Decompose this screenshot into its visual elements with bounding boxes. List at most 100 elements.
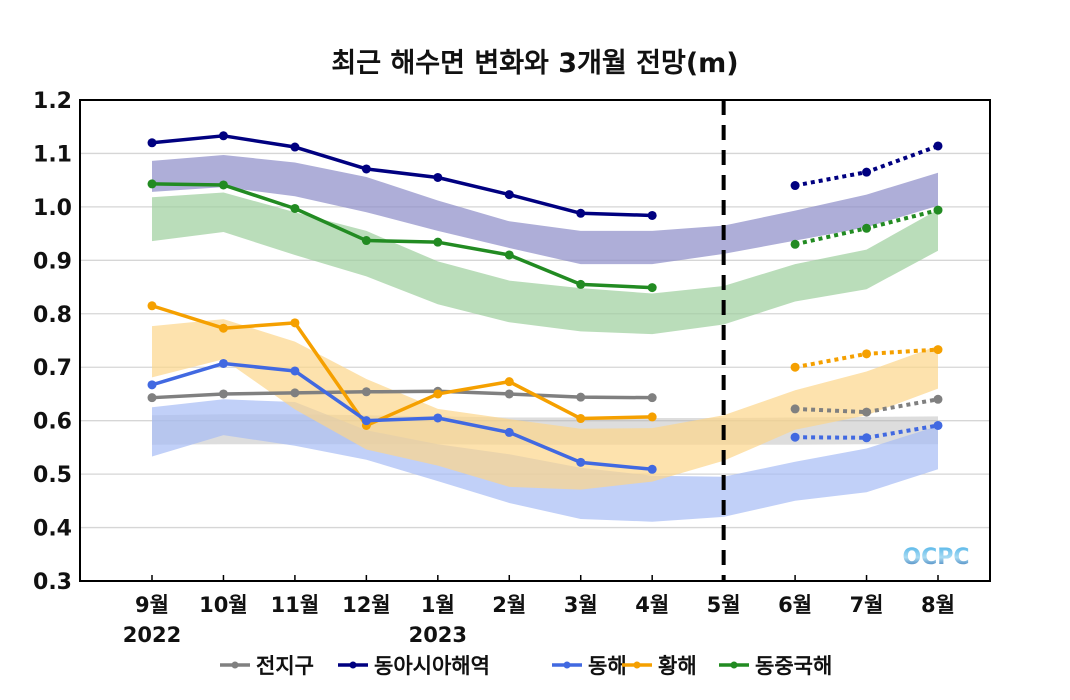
data-point bbox=[790, 181, 800, 191]
line-observed-3 bbox=[151, 304, 653, 428]
data-point bbox=[504, 250, 514, 260]
data-point bbox=[147, 393, 157, 403]
y-tick-label: 0.6 bbox=[33, 410, 72, 435]
x-year-label: 2023 bbox=[409, 623, 467, 647]
axes bbox=[79, 99, 991, 582]
band-3 bbox=[152, 319, 938, 490]
series-lines bbox=[147, 131, 943, 474]
x-tick-label: 10월 bbox=[199, 593, 248, 617]
data-point bbox=[790, 404, 800, 414]
data-point bbox=[647, 464, 657, 474]
data-point bbox=[433, 413, 443, 423]
chart-title: 최근 해수면 변화와 3개월 전망(m) bbox=[331, 48, 738, 79]
data-point bbox=[933, 420, 943, 430]
legend-label: 동해 bbox=[588, 654, 627, 678]
data-point bbox=[218, 131, 228, 141]
y-tick-label: 1.2 bbox=[33, 89, 72, 114]
ocpc-watermark: OCPC bbox=[902, 545, 969, 570]
y-tick-label: 0.9 bbox=[33, 249, 72, 274]
data-point bbox=[647, 412, 657, 422]
data-point bbox=[933, 345, 943, 355]
data-point bbox=[290, 203, 300, 213]
data-point bbox=[433, 172, 443, 182]
legend-label: 동중국해 bbox=[755, 654, 832, 678]
line-observed-0 bbox=[151, 389, 653, 400]
data-point bbox=[576, 208, 586, 218]
uncertainty-bands bbox=[152, 155, 938, 522]
legend-label: 전지구 bbox=[256, 654, 314, 678]
data-point bbox=[647, 393, 657, 403]
data-point bbox=[147, 380, 157, 390]
band-1 bbox=[152, 155, 938, 265]
x-tick-label: 12월 bbox=[342, 593, 391, 617]
line-observed-1 bbox=[151, 134, 653, 218]
data-point bbox=[218, 323, 228, 333]
data-point bbox=[576, 414, 586, 424]
data-point bbox=[361, 387, 371, 397]
x-tick-label: 9월 bbox=[135, 593, 169, 617]
data-point bbox=[361, 236, 371, 246]
data-point bbox=[361, 164, 371, 174]
data-point bbox=[218, 180, 228, 190]
legend-swatch-marker bbox=[231, 661, 239, 669]
x-tick-label: 5월 bbox=[707, 593, 741, 617]
band-4 bbox=[152, 192, 938, 335]
legend-label: 동아시아해역 bbox=[374, 654, 490, 678]
x-tick-label: 1월 bbox=[421, 593, 455, 617]
x-year-label: 2022 bbox=[123, 623, 181, 647]
data-point bbox=[504, 190, 514, 200]
data-point bbox=[576, 457, 586, 467]
data-point bbox=[504, 389, 514, 399]
legend-swatch-marker bbox=[563, 661, 571, 669]
data-point bbox=[147, 138, 157, 148]
plot-frame bbox=[79, 99, 991, 582]
y-tick-label: 1.1 bbox=[33, 142, 72, 167]
legend-label: 황해 bbox=[658, 654, 697, 678]
data-point bbox=[290, 142, 300, 152]
y-tick-label: 1.0 bbox=[33, 196, 72, 221]
ocpc-logo: OCPC bbox=[902, 545, 969, 570]
data-point bbox=[647, 210, 657, 220]
x-axis-ticks: 9월 10월 11월 12월 1월 2월 3월 4월 5월 6월 7월 8월 2022 2023 bbox=[123, 593, 955, 647]
data-point bbox=[790, 362, 800, 372]
legend-swatch-marker bbox=[730, 661, 738, 669]
x-tick-label: 6월 bbox=[778, 593, 812, 617]
data-point bbox=[862, 433, 872, 443]
x-tick-label: 3월 bbox=[564, 593, 598, 617]
y-tick-label: 0.4 bbox=[33, 517, 72, 542]
data-point bbox=[290, 318, 300, 328]
x-tick-label: 7월 bbox=[850, 593, 884, 617]
data-point bbox=[790, 239, 800, 249]
y-tick-label: 0.7 bbox=[33, 356, 72, 381]
y-tick-label: 0.3 bbox=[33, 570, 72, 595]
x-tick-label: 11월 bbox=[271, 593, 320, 617]
data-point bbox=[147, 179, 157, 189]
y-axis-ticks: 0.3 0.4 0.5 0.6 0.7 0.8 0.9 1.0 1.1 1.2 bbox=[33, 89, 72, 595]
data-point bbox=[790, 432, 800, 442]
data-point bbox=[862, 349, 872, 359]
line-observed-2 bbox=[151, 361, 653, 472]
data-point bbox=[576, 279, 586, 289]
data-point bbox=[504, 427, 514, 437]
legend-swatch-marker bbox=[633, 661, 641, 669]
data-point bbox=[218, 358, 228, 368]
x-tick-label: 8월 bbox=[921, 593, 955, 617]
legend: 전지구 동아시아해역 동해 황해 동중국해 bbox=[220, 654, 832, 678]
legend-swatch-marker bbox=[349, 661, 357, 669]
data-point bbox=[147, 301, 157, 311]
data-point bbox=[218, 389, 228, 399]
data-point bbox=[290, 366, 300, 376]
data-point bbox=[576, 392, 586, 402]
x-tick-label: 2월 bbox=[492, 593, 526, 617]
y-tick-label: 0.5 bbox=[33, 463, 72, 488]
x-tick-label: 4월 bbox=[635, 593, 669, 617]
data-point bbox=[862, 407, 872, 417]
data-point bbox=[290, 388, 300, 398]
data-point bbox=[933, 205, 943, 215]
data-point bbox=[862, 167, 872, 177]
data-point bbox=[433, 389, 443, 399]
data-point bbox=[361, 416, 371, 426]
y-tick-label: 0.8 bbox=[33, 303, 72, 328]
data-point bbox=[933, 141, 943, 151]
